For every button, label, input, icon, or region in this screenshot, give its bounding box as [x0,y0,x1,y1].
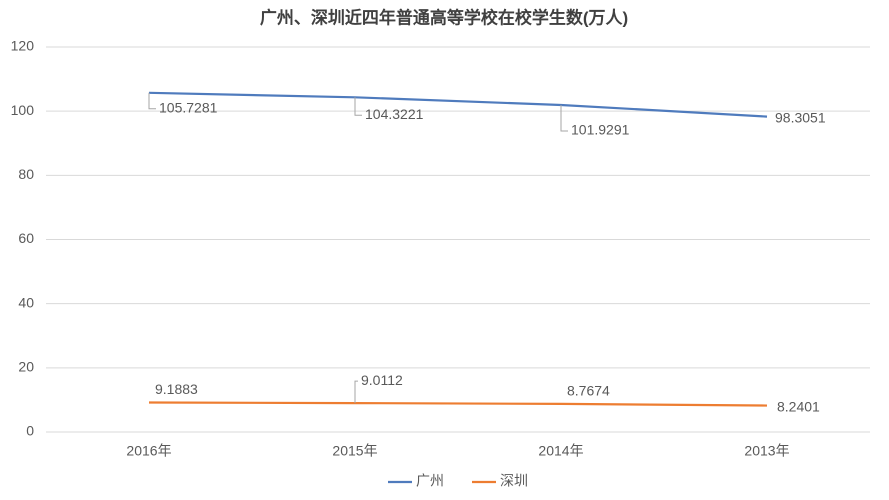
y-tick-label: 20 [18,359,34,375]
data-label: 104.3221 [365,106,424,122]
leader-line [560,104,568,132]
x-tick-label: 2015年 [332,443,377,459]
leader-line [354,380,358,404]
y-tick-label: 80 [18,166,34,182]
y-tick-label: 120 [11,38,35,54]
leader-line [354,97,362,116]
data-label: 8.2401 [777,398,820,414]
y-tick-label: 0 [26,423,34,439]
data-label: 9.1883 [155,381,198,397]
data-label: 101.9291 [571,122,630,138]
legend-label: 深圳 [500,473,528,489]
series-line [148,91,768,118]
legend-label: 广州 [416,473,444,489]
y-tick-label: 60 [18,230,34,246]
series-line [148,401,768,407]
leader-line [148,92,156,110]
data-label: 9.0112 [361,372,403,388]
data-label: 8.7674 [567,383,610,399]
x-tick-label: 2013年 [744,443,789,459]
data-label: 98.3051 [775,109,826,125]
data-label: 105.7281 [159,99,218,115]
x-tick-label: 2014年 [538,443,583,459]
chart-title: 广州、深圳近四年普通高等学校在校学生数(万人) [260,7,628,27]
y-tick-label: 40 [18,294,34,310]
x-tick-label: 2016年 [126,443,171,459]
y-tick-label: 100 [11,102,35,118]
